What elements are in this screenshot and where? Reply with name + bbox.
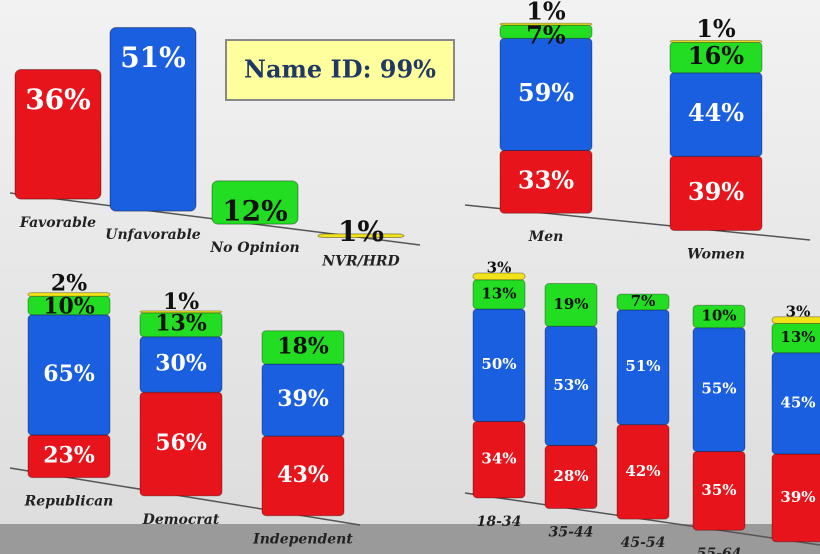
value-label: 10% <box>701 306 736 324</box>
value-label: 33% <box>518 165 574 194</box>
value-label: 3% <box>487 258 512 276</box>
value-label: 10% <box>43 293 95 319</box>
value-label: 39% <box>688 177 744 206</box>
bar-segment <box>669 39 763 43</box>
value-label: 12% <box>222 194 288 227</box>
value-label: 7% <box>631 292 656 310</box>
value-label: 34% <box>481 450 516 468</box>
bar <box>317 233 405 239</box>
value-label: 23% <box>43 442 95 468</box>
value-label: 42% <box>625 462 660 480</box>
value-label: 56% <box>155 430 207 456</box>
footer-band <box>0 524 820 554</box>
value-label: 30% <box>155 350 207 376</box>
bar-segment <box>616 293 670 311</box>
x-tick-label: Democrat <box>142 512 220 528</box>
value-label: 19% <box>553 295 588 313</box>
bar-segment <box>544 283 598 327</box>
x-tick-label: NVR/HRD <box>321 254 400 270</box>
bar-segment <box>27 292 111 297</box>
value-label: 55% <box>701 380 736 398</box>
value-label: 13% <box>481 284 516 302</box>
value-label: 43% <box>277 462 329 488</box>
bar <box>211 180 299 225</box>
bar-segment <box>499 22 593 26</box>
value-label: 1% <box>526 0 566 26</box>
value-label: 39% <box>780 488 815 506</box>
value-label: 3% <box>786 302 811 320</box>
bar-segment <box>692 304 746 329</box>
value-label: 44% <box>688 98 744 127</box>
x-tick-label: 55-64 <box>697 546 742 554</box>
x-tick-label: Women <box>687 246 745 262</box>
value-label: 53% <box>553 376 588 394</box>
annotation-box <box>225 39 455 101</box>
value-label: 39% <box>277 386 329 412</box>
x-tick-label: 18-34 <box>477 514 522 530</box>
value-label: 1% <box>163 289 199 315</box>
x-tick-label: No Opinion <box>209 240 299 256</box>
bar <box>14 68 102 200</box>
value-label: 18% <box>277 333 329 359</box>
x-tick-label: Favorable <box>19 215 96 231</box>
value-label: 2% <box>51 271 87 297</box>
value-label: 65% <box>43 361 95 387</box>
x-tick-label: Men <box>528 229 564 245</box>
bar-segment <box>472 272 526 281</box>
x-tick-label: Unfavorable <box>105 227 201 243</box>
value-label: 51% <box>625 357 660 375</box>
value-label: 1% <box>696 14 736 43</box>
bar <box>109 27 197 212</box>
x-tick-label: 35-44 <box>549 525 594 541</box>
value-label: 16% <box>688 41 744 70</box>
bar-segment <box>139 310 223 314</box>
bar-segment <box>771 316 820 325</box>
value-label: 45% <box>780 393 815 411</box>
value-label: 35% <box>701 481 736 499</box>
value-label: 7% <box>526 21 566 50</box>
value-label: 51% <box>120 41 186 74</box>
annotation: Name ID: 99% <box>244 55 436 84</box>
value-label: 28% <box>553 467 588 485</box>
value-label: 1% <box>338 215 384 248</box>
value-label: 13% <box>155 311 207 337</box>
value-label: 13% <box>780 328 815 346</box>
x-tick-label: Independent <box>252 532 353 548</box>
bar-segment <box>261 330 345 365</box>
x-tick-label: 45-54 <box>621 535 666 551</box>
x-tick-label: Republican <box>24 494 114 510</box>
value-label: 50% <box>481 355 516 373</box>
value-label: 36% <box>25 83 91 116</box>
bar-segment <box>261 363 345 437</box>
value-label: 59% <box>518 78 574 107</box>
